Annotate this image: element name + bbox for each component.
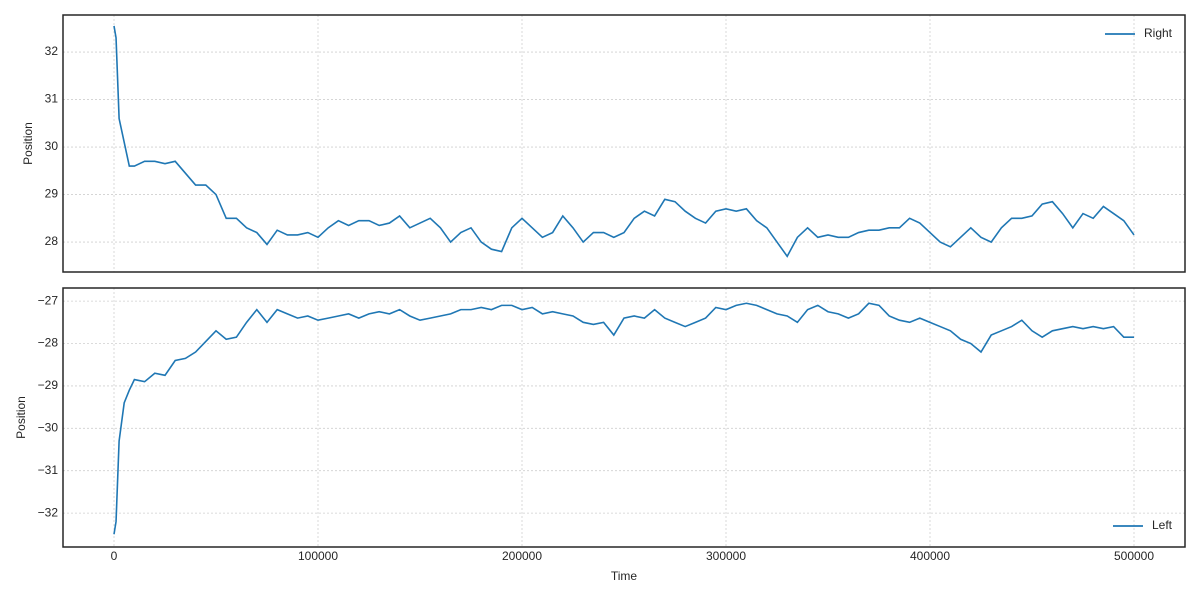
y-tick-label: 29	[45, 187, 59, 201]
plot-frame	[62, 14, 1186, 273]
y-axis-label: Position	[21, 122, 35, 165]
x-tick-label: 300000	[706, 549, 746, 563]
data-line	[113, 302, 1134, 535]
y-tick-label: −29	[38, 378, 59, 392]
plot-frame	[62, 287, 1186, 548]
y-tick-label: 28	[45, 234, 59, 248]
y-tick-label: −27	[38, 293, 59, 307]
x-tick-label: 100000	[298, 549, 338, 563]
y-tick-label: 31	[45, 92, 59, 106]
y-axis-label: Position	[14, 396, 28, 439]
y-tick-label: −30	[38, 420, 59, 434]
legend-label: Left	[1152, 518, 1173, 532]
y-tick-label: −28	[38, 336, 59, 350]
y-tick-label: −31	[38, 463, 59, 477]
data-line	[113, 25, 1135, 258]
x-tick-label: 200000	[502, 549, 542, 563]
y-tick-label: 30	[45, 139, 59, 153]
x-tick-label: 400000	[910, 549, 950, 563]
y-tick-label: 32	[45, 44, 59, 58]
x-tick-label: 0	[111, 549, 118, 563]
y-tick-label: −32	[38, 505, 59, 519]
x-axis-label: Time	[611, 569, 638, 583]
x-tick-label: 500000	[1114, 549, 1154, 563]
legend-label: Right	[1144, 26, 1173, 40]
